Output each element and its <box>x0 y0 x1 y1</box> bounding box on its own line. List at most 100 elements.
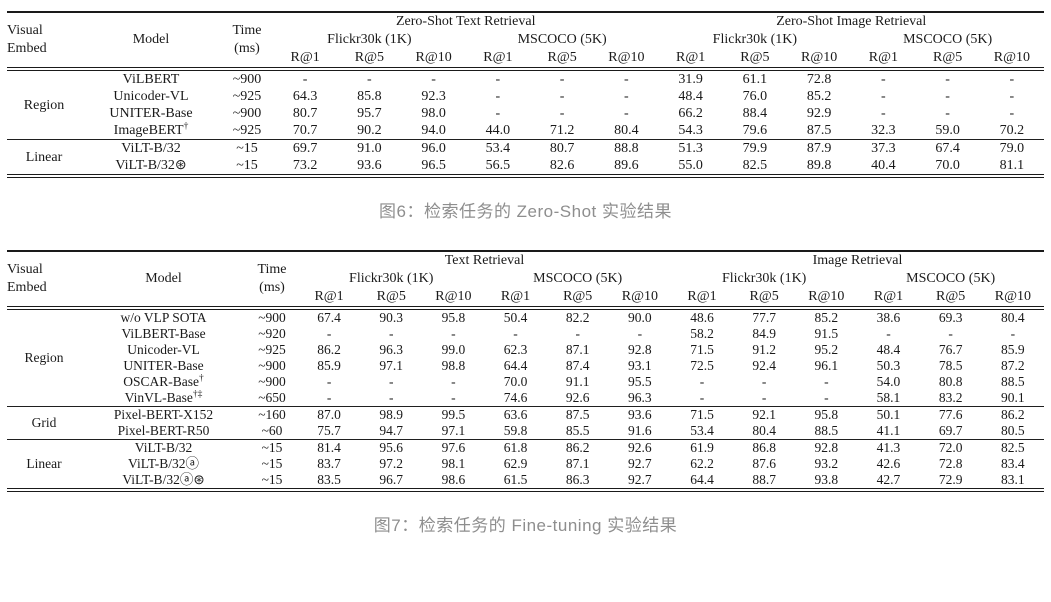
value-cell: 48.4 <box>876 342 901 357</box>
value-cell: - <box>302 72 308 87</box>
value-cell: 61.1 <box>742 72 768 87</box>
value-cell: 87.5 <box>806 123 832 138</box>
value-cell: 41.3 <box>857 439 920 456</box>
model-cell: ViLT-B/32 <box>81 139 221 157</box>
time-cell: ~60 <box>261 423 283 438</box>
value-cell: - <box>624 106 629 121</box>
value-cell: 94.7 <box>379 423 404 438</box>
value-cell: - <box>881 72 886 87</box>
value-cell: - <box>326 326 332 341</box>
value-cell: 72.8 <box>938 456 963 471</box>
value-cell: 72.9 <box>938 472 963 487</box>
model-cell: OSCAR-Base† <box>123 374 204 389</box>
embed-group: Grid Pixel-BERT-X152 ~160 87.0 98.9 99.5 63.6 8… <box>7 406 1044 440</box>
value-cell: 92.1 <box>733 406 796 423</box>
model-cell: ViLT-B/32ⓐ <box>128 456 199 471</box>
value-cell: 76.0 <box>742 89 768 104</box>
value-cell: 88.8 <box>594 139 659 157</box>
time-cell: ~900 <box>232 106 262 121</box>
header-metric: R@5 <box>733 288 796 310</box>
value-cell: 62.9 <box>503 456 528 471</box>
value-cell: 31.9 <box>678 72 703 87</box>
value-cell: 63.6 <box>484 406 547 423</box>
value-cell: 87.0 <box>298 406 361 423</box>
value-cell: - <box>575 326 580 341</box>
embed-cell: Linear <box>7 439 81 490</box>
model-superscript: †‡ <box>192 390 203 400</box>
header-line: Visual <box>7 23 43 38</box>
table-row: Region w/o VLP SOTA ~900 67.4 90.3 95.8 50.4 82… <box>7 308 1044 365</box>
value-cell: 86.2 <box>317 342 341 357</box>
header-metric: R@1 <box>851 49 916 71</box>
header-line: Time <box>232 23 262 38</box>
embed-cell: Linear <box>7 139 81 176</box>
value-cell: 90.0 <box>628 310 652 325</box>
table-row: ViLT-B/32ⓐ ~15 83.7 97.2 98.1 62.9 87.1 92.7 62.… <box>7 456 1044 472</box>
header-metric: R@10 <box>422 288 485 310</box>
value-cell: 83.1 <box>1001 472 1025 487</box>
value-cell: - <box>699 374 705 389</box>
value-cell: 80.4 <box>752 423 776 438</box>
value-cell: 58.1 <box>876 390 901 405</box>
value-cell: 92.7 <box>628 456 652 471</box>
header-metric: R@5 <box>546 288 609 310</box>
value-cell: 54.0 <box>876 374 901 389</box>
value-cell: 72.8 <box>806 72 832 87</box>
header-metric: R@10 <box>608 288 671 310</box>
value-cell: 66.2 <box>678 106 703 121</box>
value-cell: 61.9 <box>670 439 734 456</box>
value-cell: 96.5 <box>421 158 446 173</box>
value-cell: - <box>624 89 629 104</box>
value-cell: 79.6 <box>742 123 768 138</box>
value-cell: 98.9 <box>360 406 423 423</box>
value-cell: - <box>495 106 501 121</box>
value-cell: - <box>1009 89 1015 104</box>
time-cell: ~925 <box>258 342 286 357</box>
value-cell: 88.5 <box>814 423 839 438</box>
value-cell: 99.0 <box>441 342 466 357</box>
model-cell: Pixel-BERT-R50 <box>117 423 210 438</box>
header-task-group: Zero-Shot Image Retrieval <box>776 14 927 29</box>
value-cell: 72.5 <box>690 358 714 373</box>
model-cell: ViLBERT-Base <box>121 326 206 341</box>
header-dataset: MSCOCO (5K) <box>906 271 996 286</box>
value-cell: 70.0 <box>503 374 528 389</box>
value-cell: 92.4 <box>752 358 776 373</box>
value-cell: 91.2 <box>752 342 776 357</box>
fine-tuning-retrieval-table: Visual Embed Model Time (ms) Text Retrieval Im… <box>7 250 1044 492</box>
value-cell: - <box>945 106 950 121</box>
header-line: (ms) <box>234 41 260 56</box>
value-cell: 64.3 <box>292 89 318 104</box>
value-cell: 59.8 <box>503 423 528 438</box>
value-cell: - <box>1009 106 1015 121</box>
value-cell: - <box>388 374 394 389</box>
value-cell: 84.9 <box>752 326 776 341</box>
value-cell: 50.3 <box>876 358 901 373</box>
value-cell: 50.1 <box>857 406 920 423</box>
value-cell: 71.5 <box>670 406 734 423</box>
header-line: Visual <box>7 262 43 277</box>
value-cell: 83.5 <box>317 472 341 487</box>
value-cell: - <box>495 72 501 87</box>
value-cell: 62.2 <box>690 456 714 471</box>
value-cell: 86.3 <box>565 472 590 487</box>
header-task-group: Image Retrieval <box>812 253 903 268</box>
value-cell: 95.7 <box>357 106 382 121</box>
time-cell: ~15 <box>261 472 283 487</box>
header-metric: R@10 <box>979 49 1044 71</box>
header-metric: R@5 <box>530 49 595 71</box>
model-cell: UNITER-Base <box>123 358 204 373</box>
value-cell: 98.6 <box>441 472 466 487</box>
value-cell: - <box>388 390 394 405</box>
value-cell: 67.4 <box>317 310 341 325</box>
value-cell: - <box>881 89 886 104</box>
header-metric: R@5 <box>915 49 980 71</box>
value-cell: 91.1 <box>565 374 590 389</box>
value-cell: 95.6 <box>360 439 423 456</box>
value-cell: 92.6 <box>565 390 590 405</box>
table-row: ViLBERT-Base ~920 - - - - - - 58.2 84.9 91.5 - - - <box>7 326 1044 342</box>
embed-group: Linear ViLT-B/32 ~15 69.7 91.0 96.0 53.4 80.7 88… <box>7 139 1044 176</box>
model-superscript: † <box>199 374 204 384</box>
value-cell: 93.1 <box>628 358 652 373</box>
value-cell: 53.4 <box>465 139 530 157</box>
